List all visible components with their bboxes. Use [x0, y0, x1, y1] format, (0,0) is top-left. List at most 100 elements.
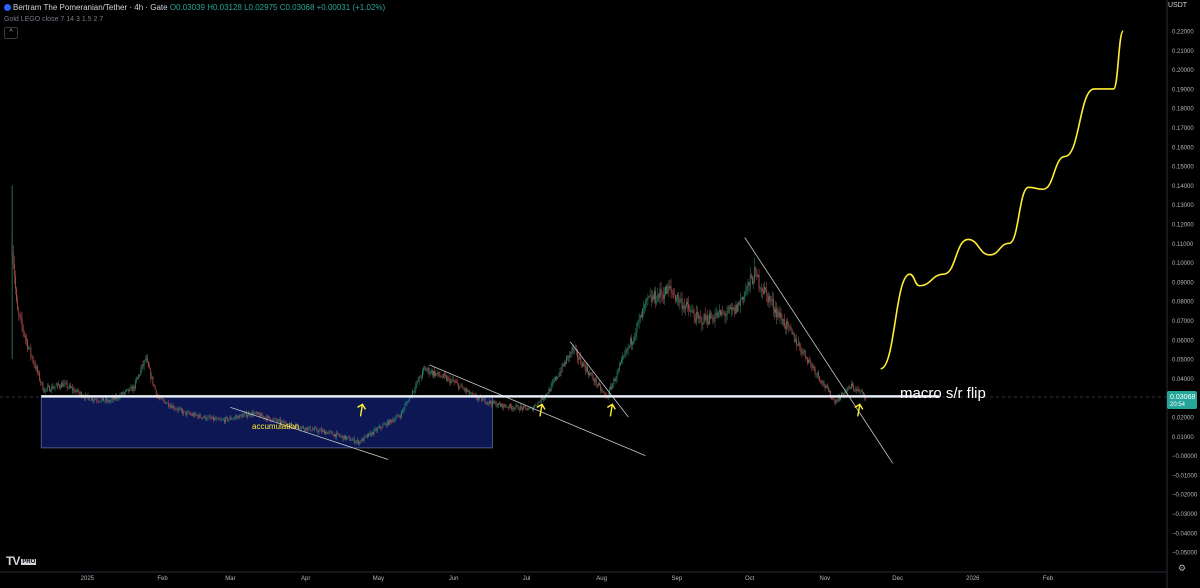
candle-body [101, 397, 103, 400]
candle-body [127, 388, 129, 390]
candle-body [768, 295, 770, 303]
candle-body [290, 423, 291, 425]
candle-body [131, 386, 133, 392]
candle-body [19, 314, 21, 317]
candle-body [337, 432, 339, 434]
symbol-title[interactable]: Bertram The Pomeranian/Tether · 4h · Gat… [13, 3, 168, 12]
candle-body [347, 436, 349, 438]
candle-body [543, 398, 544, 400]
candle-body [457, 382, 459, 384]
candle-body [357, 440, 358, 442]
candle-body [807, 358, 808, 363]
candle-body [519, 406, 521, 411]
trendline[interactable] [569, 341, 629, 418]
gear-icon[interactable]: ⚙ [1178, 563, 1187, 573]
candle-body [631, 338, 632, 345]
candle-body [177, 408, 179, 411]
candle-body [518, 409, 520, 411]
symbol-header[interactable]: Bertram The Pomeranian/Tether · 4h · Gat… [4, 3, 385, 12]
trendline[interactable] [744, 237, 894, 464]
candle-body [332, 434, 334, 437]
candle-body [152, 376, 154, 385]
candle-body [149, 366, 151, 369]
candle-body [725, 314, 727, 317]
candle-body [262, 416, 264, 417]
candle-body [208, 416, 210, 418]
candle-body [64, 382, 66, 384]
candle-body [313, 429, 314, 430]
candle-body [741, 299, 742, 300]
candle-body [161, 397, 163, 399]
candle-body [669, 286, 671, 289]
collapse-legend-button[interactable]: ^ [4, 27, 18, 39]
candle-body [753, 282, 754, 284]
candle-body [37, 366, 38, 373]
projection-path[interactable] [880, 30, 1125, 370]
candle-body [500, 404, 501, 407]
candle-body [635, 332, 637, 337]
price-tick-label: 0.12000 [1172, 223, 1194, 229]
candle-body [529, 407, 531, 409]
accumulation-zone-box[interactable] [40, 395, 493, 449]
candle-body [73, 389, 75, 391]
candle-body [814, 368, 816, 375]
candle-body [248, 413, 250, 416]
candle-body [46, 386, 48, 389]
currency-unit-label[interactable]: USDT [1168, 2, 1188, 9]
candle-body [178, 408, 180, 410]
yellow-arrow-icon [536, 403, 546, 417]
candle-body [695, 311, 697, 323]
indicator-legend[interactable]: Gold LEGO close 7 14 3 1.5 2 7 [4, 16, 104, 23]
candle-body [122, 392, 124, 395]
candle-body [246, 412, 247, 417]
candle-body [215, 418, 217, 420]
candle-body [169, 406, 170, 407]
candle-body [558, 375, 560, 377]
candle-body [100, 399, 102, 402]
candle-body [791, 329, 793, 334]
trendline[interactable] [429, 364, 646, 456]
candle-body [188, 412, 190, 414]
candle-body [57, 383, 59, 386]
candle-body [385, 423, 387, 427]
price-axis[interactable]: 0.22000 0.21000 0.20000 0.19000 0.18000 0.170… [1166, 0, 1198, 588]
candle-body [316, 427, 318, 431]
candle-body [219, 419, 221, 420]
candle-body [222, 419, 224, 421]
price-tick-label: 0.02000 [1172, 416, 1194, 422]
candle-body [824, 385, 826, 388]
candle-body [54, 386, 56, 388]
candle-body [706, 315, 708, 323]
candle-body [172, 405, 174, 409]
candle-body [274, 418, 276, 420]
plot-area[interactable] [0, 0, 1167, 572]
candle-body [700, 317, 702, 318]
candle-body [175, 408, 177, 410]
candle-body [523, 406, 525, 410]
candle-body [373, 429, 375, 435]
candle-body [26, 338, 27, 341]
candle-body [810, 360, 812, 364]
candle-body [281, 421, 283, 424]
candle-body [176, 409, 178, 411]
candle-body [429, 373, 431, 374]
candle-body [206, 419, 208, 420]
candle-body [210, 418, 212, 419]
candle-body [554, 380, 555, 381]
candle-body [551, 382, 553, 385]
candle-body [264, 417, 266, 419]
candle-body [34, 364, 36, 369]
time-axis[interactable]: 2025 Feb Mar Apr May Jun Jul Aug Sep Oct Nov Dec 202… [0, 571, 1167, 582]
candle-body [307, 427, 309, 431]
candle-body [51, 386, 53, 391]
candle-body [387, 420, 389, 425]
trendline[interactable] [230, 406, 389, 460]
candle-body [255, 412, 257, 414]
candle-body [216, 418, 218, 420]
candle-body [191, 414, 192, 416]
candle-body [436, 373, 438, 374]
candle-body [536, 405, 538, 407]
candle-body [244, 412, 246, 414]
candle-body [636, 322, 638, 333]
